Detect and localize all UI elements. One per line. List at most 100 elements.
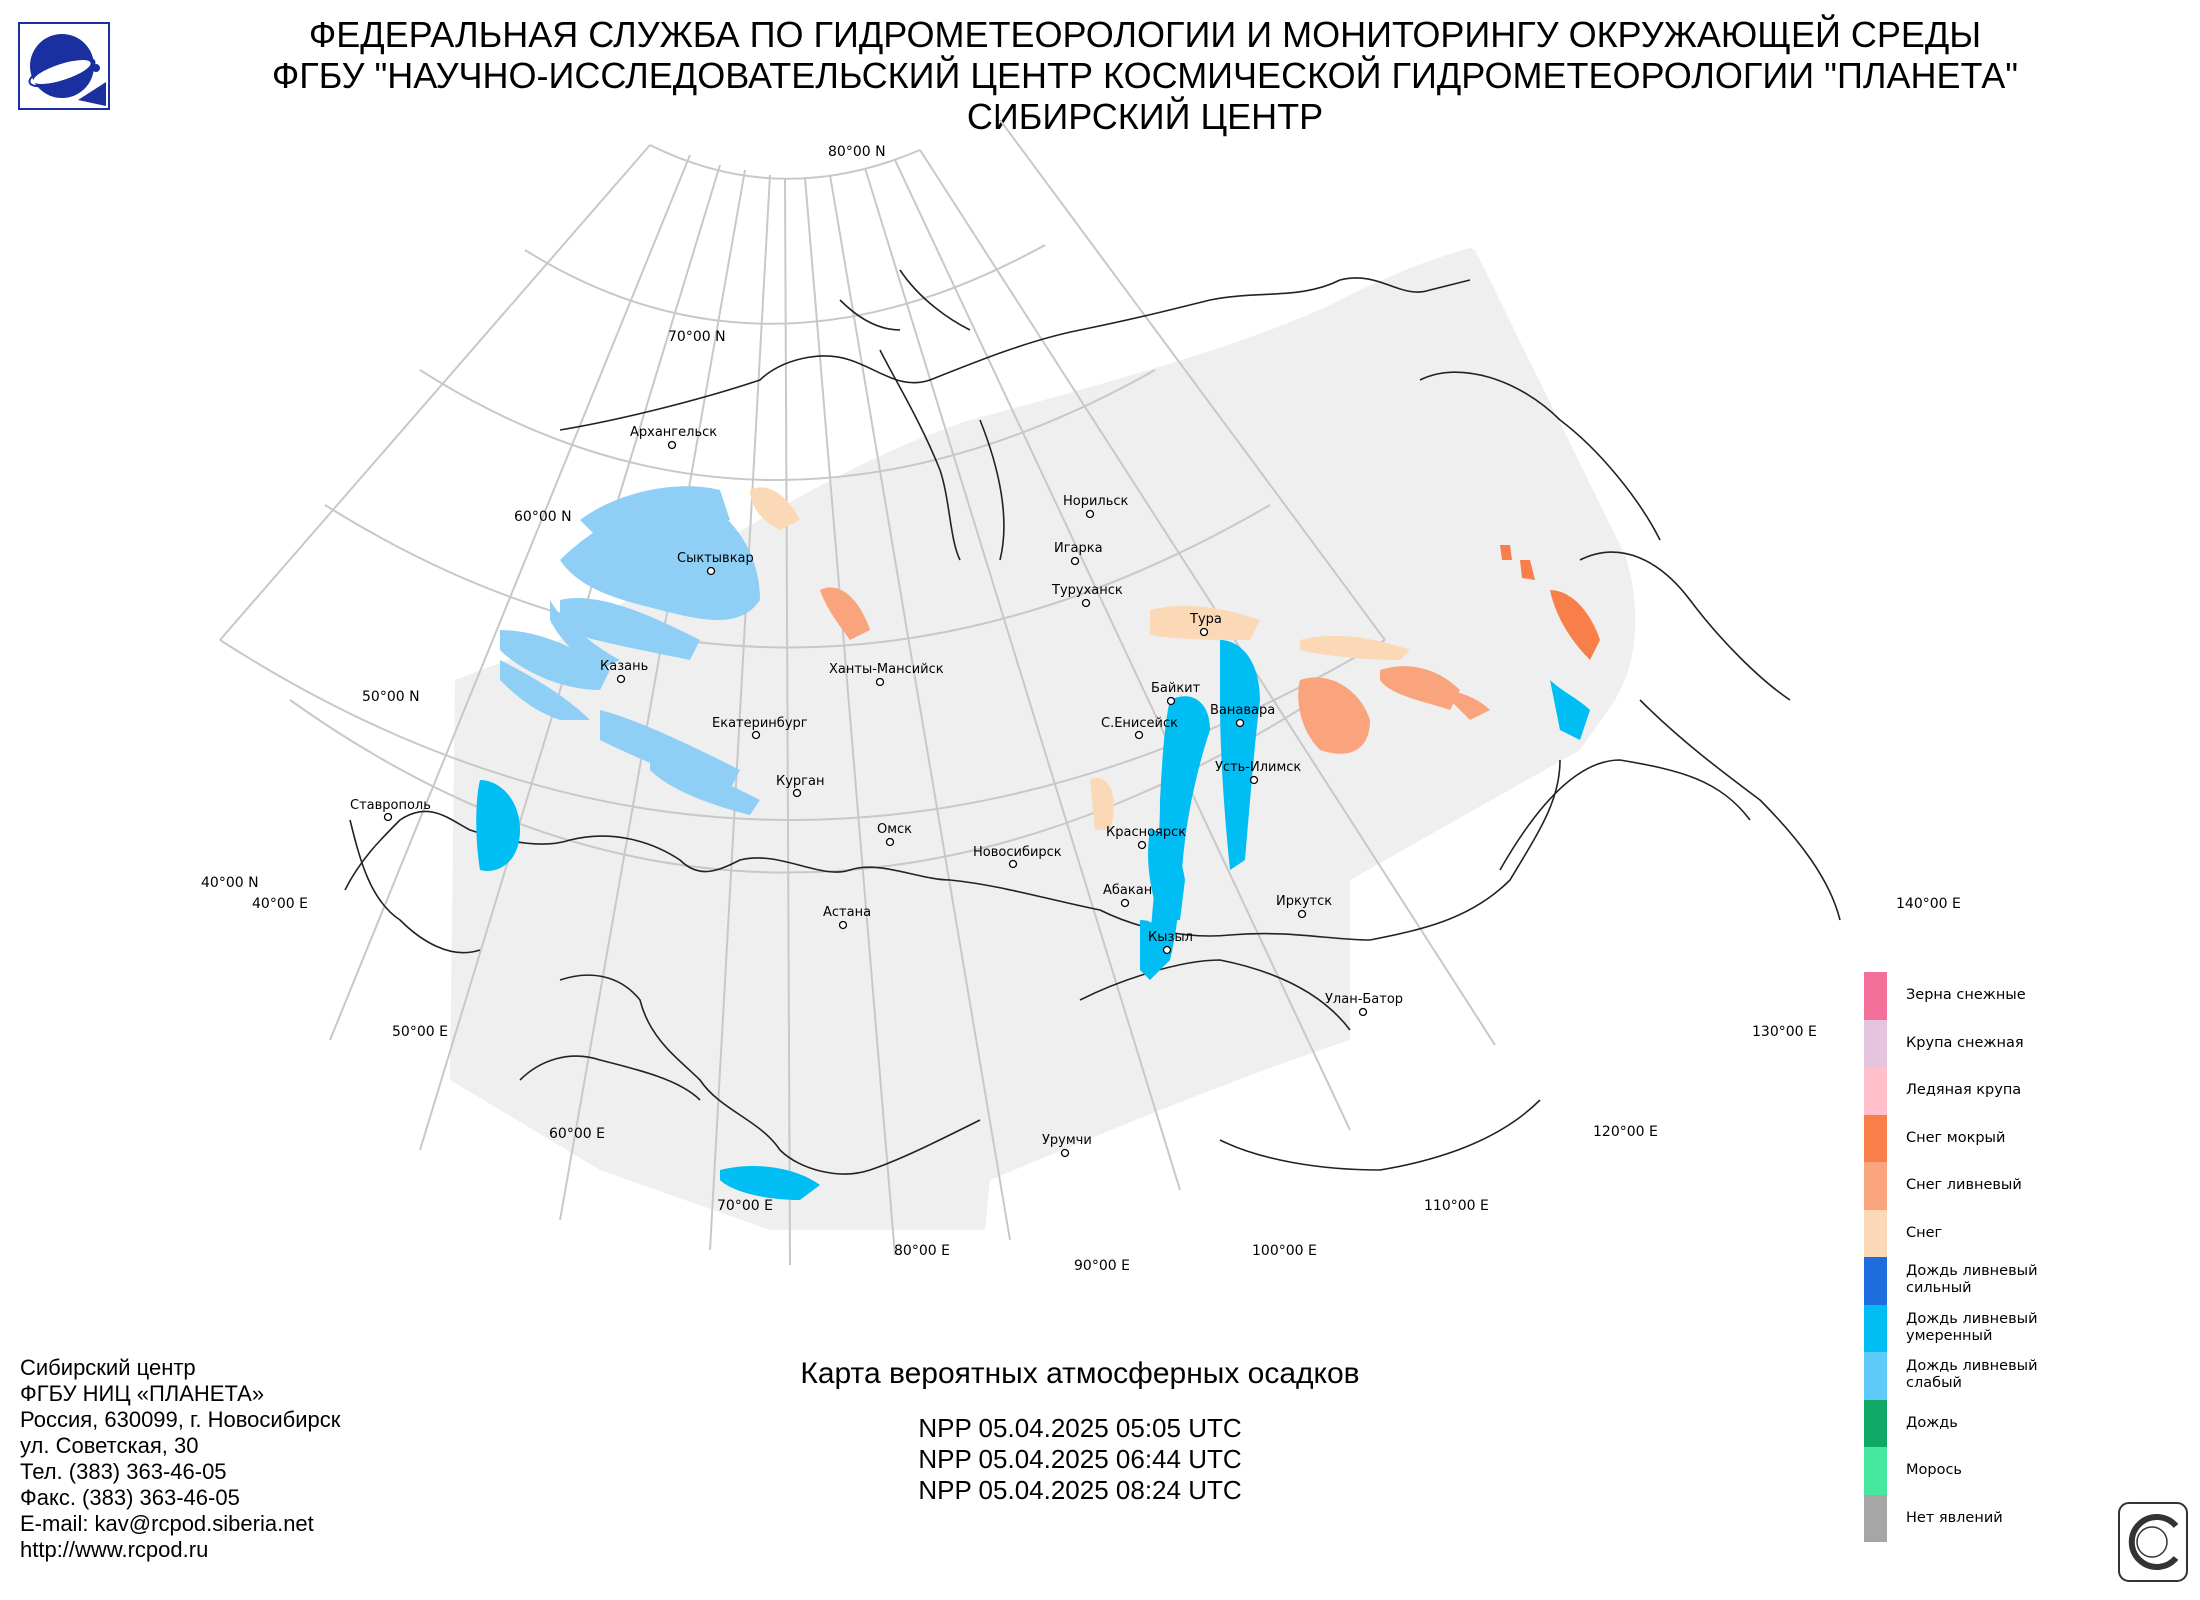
legend-swatch: [1864, 972, 1887, 1020]
satellite-coverage-area: [450, 248, 1636, 1230]
city-label: Урумчи: [1042, 1133, 1092, 1148]
city-marker: [1070, 556, 1080, 566]
legend-swatch: [1864, 1114, 1887, 1162]
city-marker: [1060, 1148, 1070, 1158]
city-label: Ханты-Мансийск: [829, 662, 944, 677]
city-label: Астана: [823, 905, 871, 920]
city-label: Тура: [1189, 612, 1222, 627]
city-marker: [1166, 696, 1176, 706]
lon-label: 120°00 E: [1593, 1124, 1658, 1140]
lon-label: 100°00 E: [1252, 1243, 1317, 1259]
city-label: Иркутск: [1276, 894, 1332, 909]
lon-label: 80°00 E: [894, 1243, 950, 1259]
city-marker: [383, 812, 393, 822]
legend-label: Крупа снежная: [1906, 1034, 2024, 1051]
legend-swatch: [1864, 1067, 1887, 1115]
city-label: Ванавара: [1210, 703, 1275, 718]
city-marker: [1085, 509, 1095, 519]
legend-label: Морось: [1906, 1462, 1962, 1478]
city-labels: Архангельск Сыктывкар Казань Екатеринбур…: [350, 425, 1403, 1148]
contact-email: E-mail: kav@rcpod.siberia.net: [20, 1511, 314, 1536]
contact-website: http://www.rcpod.ru: [20, 1537, 209, 1562]
lon-label: 70°00 E: [717, 1198, 773, 1214]
lat-label: 60°00 N: [514, 509, 572, 525]
city-marker: [1235, 718, 1245, 728]
city-marker: [616, 674, 626, 684]
header-line-2: ФГБУ "НАУЧНО-ИССЛЕДОВАТЕЛЬСКИЙ ЦЕНТР КОС…: [271, 55, 2019, 96]
city-label: Новосибирск: [973, 845, 1062, 860]
legend-label: Дождь ливневый слабый: [1906, 1358, 2038, 1391]
lon-label: 130°00 E: [1752, 1024, 1817, 1040]
city-marker: [706, 566, 716, 576]
header-line-1: ФЕДЕРАЛЬНАЯ СЛУЖБА ПО ГИДРОМЕТЕОРОЛОГИИ …: [308, 14, 1982, 55]
header: ФЕДЕРАЛЬНАЯ СЛУЖБА ПО ГИДРОМЕТЕОРОЛОГИИ …: [140, 14, 2150, 137]
city-marker: [1199, 627, 1209, 637]
city-marker: [838, 920, 848, 930]
legend-label: Дождь ливневый умеренный: [1906, 1310, 2038, 1344]
iso-certification-icon: [2118, 1502, 2188, 1582]
city-label: Абакан: [1103, 883, 1152, 898]
city-marker: [1137, 840, 1147, 850]
legend-label: Зерна снежные: [1906, 987, 2026, 1003]
contact-line: Россия, 630099, г. Новосибирск: [20, 1407, 341, 1432]
contact-line: Факс. (383) 363-46-05: [20, 1485, 240, 1510]
legend-label: Снег: [1906, 1224, 1943, 1241]
legend-swatch: [1864, 1304, 1887, 1352]
precip-wet-snow: [1500, 545, 1600, 660]
city-marker: [792, 788, 802, 798]
city-label: Усть-Илимск: [1215, 760, 1301, 775]
lat-label: 80°00 N: [828, 144, 886, 160]
contact-line: Тел. (383) 363-46-05: [20, 1459, 227, 1484]
legend-swatch: [1864, 1447, 1887, 1495]
legend-label: Ледяная крупа: [1906, 1082, 2022, 1098]
satellite-pass: NPP 05.04.2025 06:44 UTC: [918, 1444, 1242, 1474]
map-title: Карта вероятных атмосферных осадков: [800, 1357, 1360, 1390]
precip-rain-moderate: [476, 640, 1590, 1200]
city-label: Курган: [776, 774, 824, 789]
city-marker: [751, 730, 761, 740]
legend-label: Снег мокрый: [1906, 1129, 2006, 1146]
header-line-3: СИБИРСКИЙ ЦЕНТР: [966, 96, 1324, 137]
city-label: Архангельск: [630, 425, 717, 440]
city-marker: [1297, 909, 1307, 919]
planeta-logo: [18, 22, 110, 110]
legend-label: Дождь: [1906, 1414, 1958, 1431]
legend-swatch: [1864, 1494, 1887, 1542]
legend-swatch: [1864, 1352, 1887, 1400]
city-label: Омск: [877, 822, 912, 837]
city-marker: [1162, 945, 1172, 955]
city-marker: [1120, 898, 1130, 908]
city-label: С.Енисейск: [1101, 716, 1178, 731]
legend-swatch: [1864, 1257, 1887, 1305]
cities: [383, 440, 1368, 1158]
legend-swatch: [1864, 1399, 1887, 1447]
city-marker: [1358, 1007, 1368, 1017]
lat-label: 70°00 N: [668, 329, 726, 345]
city-marker: [885, 837, 895, 847]
satellite-pass: NPP 05.04.2025 08:24 UTC: [918, 1475, 1242, 1505]
latitude-labels: 80°00 N 70°00 N 60°00 N 50°00 N 40°00 N: [201, 144, 886, 891]
map-title-block: Карта вероятных атмосферных осадков NPP …: [700, 1355, 1460, 1506]
city-marker: [875, 677, 885, 687]
legend-swatch: [1864, 1162, 1887, 1210]
lon-label: 50°00 E: [392, 1024, 448, 1040]
city-label: Ставрополь: [350, 798, 431, 813]
contacts-block: Сибирский центр ФГБУ НИЦ «ПЛАНЕТА» Росси…: [20, 1355, 340, 1563]
legend-label: Снег ливневый: [1906, 1177, 2022, 1193]
city-label: Улан-Батор: [1325, 992, 1403, 1007]
city-marker: [1134, 730, 1144, 740]
city-label: Сыктывкар: [677, 551, 754, 566]
contact-line: ФГБУ НИЦ «ПЛАНЕТА»: [20, 1381, 265, 1406]
lon-label: 110°00 E: [1424, 1198, 1489, 1214]
city-label: Кызыл: [1148, 930, 1193, 945]
city-label: Байкит: [1151, 681, 1201, 696]
lon-label: 140°00 E: [1896, 896, 1961, 912]
satellite-pass: NPP 05.04.2025 05:05 UTC: [918, 1413, 1242, 1443]
legend-swatch: [1864, 1209, 1887, 1257]
legend-label: Дождь ливневый сильный: [1906, 1263, 2038, 1296]
city-label: Красноярск: [1106, 825, 1186, 840]
city-label: Казань: [600, 659, 648, 674]
precip-snow: [750, 487, 1410, 830]
legend-label: Нет явлений: [1906, 1509, 2003, 1526]
